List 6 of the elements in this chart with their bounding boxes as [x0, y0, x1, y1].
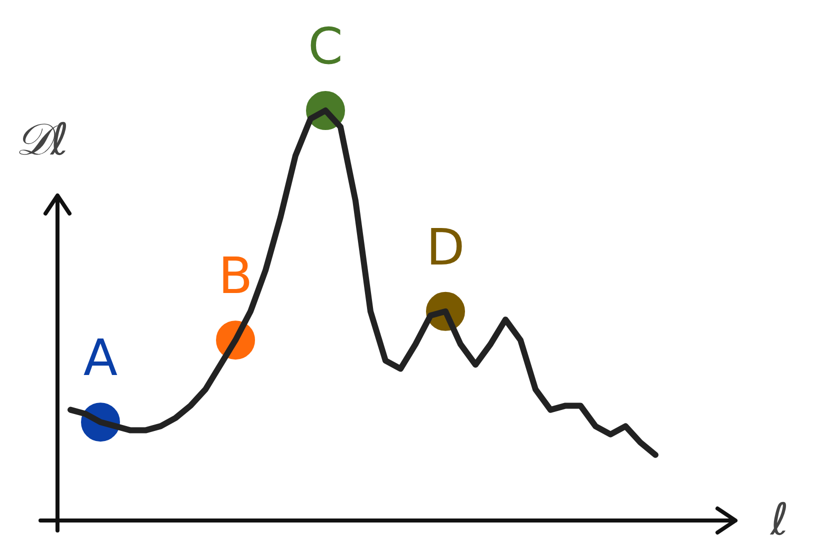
annotation: A [83, 329, 118, 388]
annotation: C [308, 18, 343, 76]
annotation: B [218, 247, 253, 306]
annotation: D [426, 218, 465, 276]
y-axis-title: 𝒟ℓ [16, 114, 69, 166]
x-axis-title: ℓ [770, 494, 789, 541]
